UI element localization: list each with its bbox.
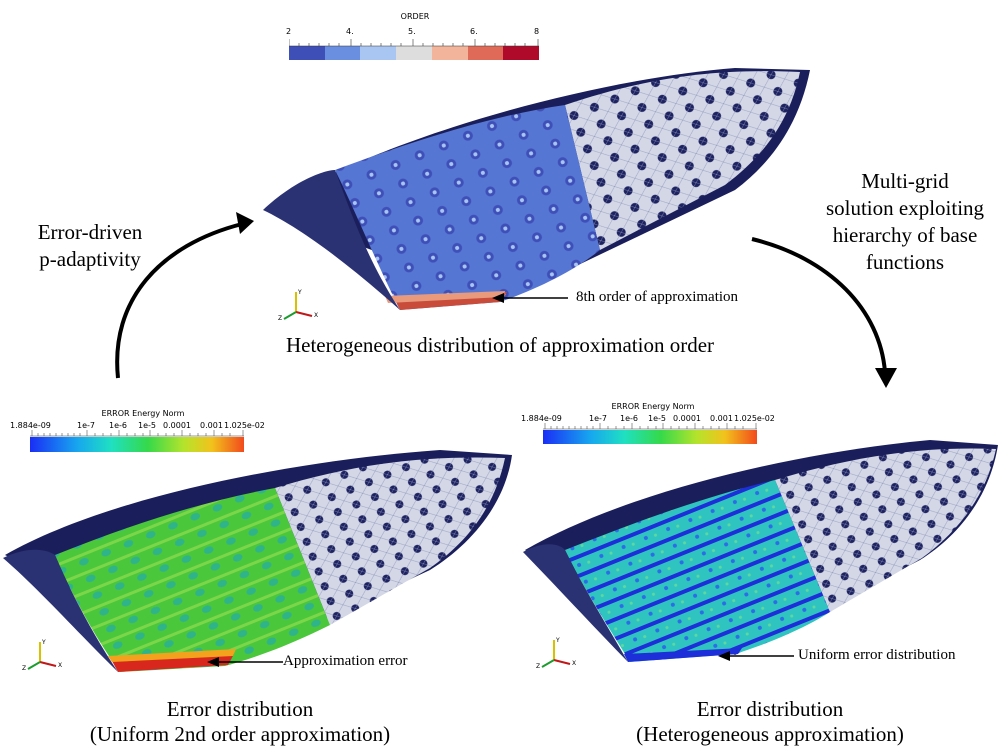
top-axes-triad: Y X Z — [278, 289, 318, 322]
top-annotation-arrow — [492, 293, 568, 303]
top-axis-z-label: Z — [278, 315, 282, 322]
right-arrow-label-line-3: hierarchy of base — [832, 223, 978, 247]
bl-colorbar — [30, 437, 244, 452]
br-colorbar — [543, 430, 757, 444]
bl-tick-3: 1e-6 — [109, 421, 127, 430]
br-colorbar-ticks — [543, 423, 757, 430]
order-colorbar-title: ORDER — [400, 12, 430, 21]
br-tick-5: 0.0001 — [673, 414, 701, 423]
br-tick-7: 1.025e-02 — [734, 414, 775, 423]
bl-shell-model — [3, 450, 512, 672]
bl-axis-z-label: Z — [22, 665, 26, 672]
bl-tick-5: 0.0001 — [163, 421, 191, 430]
left-arrow-label: Error-driven p-adaptivity — [10, 219, 170, 273]
br-shell-model — [523, 440, 998, 662]
br-axis-y-label: Y — [555, 637, 560, 644]
left-arrowhead — [236, 212, 254, 234]
bl-colorbar-title: ERROR Energy Norm — [101, 409, 185, 418]
br-axis-x-label: X — [572, 660, 576, 667]
right-arrow-label-line-1: Multi-grid — [861, 169, 949, 193]
order-swatch-1 — [289, 46, 325, 60]
br-caption-line-2: (Heterogeneous approximation) — [636, 722, 904, 746]
order-tick-2: 4. — [346, 27, 354, 36]
right-arrow-label-line-4: functions — [865, 250, 945, 274]
br-tick-4: 1e-5 — [648, 414, 666, 423]
br-tick-2: 1e-7 — [589, 414, 607, 423]
bl-annotation-label: Approximation error — [283, 653, 408, 669]
order-tick-4: 6. — [470, 27, 478, 36]
br-axes-triad: Y X Z — [536, 637, 576, 670]
order-swatch-7 — [503, 46, 540, 60]
bl-caption: Error distribution (Uniform 2nd order ap… — [40, 697, 440, 747]
top-axis-x-label: X — [314, 312, 318, 319]
order-swatch-5 — [431, 46, 468, 60]
top-annotation-label: 8th order of approximation — [576, 289, 739, 305]
bl-caption-line-1: Error distribution — [166, 697, 314, 721]
right-arrowhead — [875, 368, 897, 388]
bl-axes-triad: Y X Z — [22, 639, 62, 672]
top-caption: Heterogeneous distribution of approximat… — [285, 333, 715, 357]
bl-annotation-arrow — [207, 657, 283, 667]
right-arrow-label-line-2: solution exploiting — [825, 196, 985, 220]
bl-caption-line-2: (Uniform 2nd order approximation) — [89, 722, 391, 746]
order-swatch-4 — [396, 46, 432, 60]
br-tick-1: 1.884e-09 — [521, 414, 562, 423]
top-axis-y-label: Y — [297, 289, 302, 296]
bl-tick-1: 1.884e-09 — [10, 421, 51, 430]
br-tick-3: 1e-6 — [620, 414, 638, 423]
order-tick-1: 2 — [286, 27, 292, 36]
br-caption: Error distribution (Heterogeneous approx… — [560, 697, 980, 747]
order-tick-3: 5. — [408, 27, 416, 36]
bl-colorbar-ticks — [30, 430, 244, 437]
bl-tick-6: 0.001 — [200, 421, 223, 430]
br-colorbar-title: ERROR Energy Norm — [611, 402, 695, 411]
order-tick-5: 8 — [534, 27, 540, 36]
left-arrow-label-line-2: p-adaptivity — [39, 247, 141, 271]
order-colorbar-ticks — [289, 39, 539, 47]
order-swatch-3 — [360, 46, 397, 60]
br-caption-line-1: Error distribution — [696, 697, 844, 721]
bl-axis-x-label: X — [58, 662, 62, 669]
left-arrow-label-line-1: Error-driven — [37, 220, 143, 244]
br-annotation-label: Uniform error distribution — [798, 647, 956, 663]
right-arrow-label: Multi-grid solution exploiting hierarchy… — [810, 168, 1000, 276]
br-annotation-arrow — [718, 651, 794, 661]
top-shell-model — [263, 68, 810, 310]
bl-axis-y-label: Y — [41, 639, 46, 646]
br-axis-z-label: Z — [536, 663, 540, 670]
order-swatch-6 — [467, 46, 504, 60]
bl-tick-2: 1e-7 — [77, 421, 95, 430]
order-swatch-2 — [324, 46, 361, 60]
order-colorbar — [289, 46, 540, 60]
bl-tick-4: 1e-5 — [138, 421, 156, 430]
bl-tick-7: 1.025e-02 — [224, 421, 265, 430]
br-tick-6: 0.001 — [710, 414, 733, 423]
